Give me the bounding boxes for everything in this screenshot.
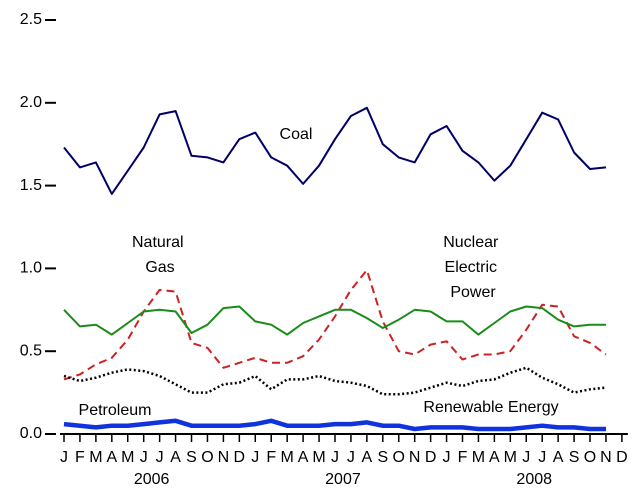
x-tick-label: D — [425, 449, 437, 466]
series-line — [63, 366, 607, 396]
x-tick-label: D — [234, 449, 246, 466]
x-tick-label: S — [377, 449, 388, 466]
series-label: Renewable Energy — [423, 399, 558, 416]
x-tick-label: F — [75, 449, 85, 466]
x-tick-label: O — [584, 449, 596, 466]
x-tick-label: J — [443, 449, 451, 466]
x-tick-label: A — [170, 449, 181, 466]
x-tick-label: M — [472, 449, 485, 466]
y-tick-label: 2.0 — [20, 94, 42, 111]
x-tick-label: J — [347, 449, 355, 466]
x-tick-label: A — [298, 449, 309, 466]
series-line — [63, 269, 607, 381]
x-tick-label: N — [600, 449, 612, 466]
x-tick-label: A — [362, 449, 373, 466]
x-tick-label: A — [106, 449, 117, 466]
x-tick-label: M — [121, 449, 134, 466]
x-tick-label: M — [89, 449, 102, 466]
y-tick-label: 1.0 — [20, 260, 42, 277]
x-tick-label: O — [201, 449, 213, 466]
x-tick-label: F — [458, 449, 468, 466]
x-tick-label: J — [60, 449, 68, 466]
x-tick-label: M — [312, 449, 325, 466]
x-tick-label: J — [251, 449, 259, 466]
x-tick-label: N — [218, 449, 230, 466]
y-tick-label: 2.5 — [20, 11, 42, 28]
series-line — [63, 418, 606, 432]
x-tick-label: M — [504, 449, 517, 466]
x-tick-label: J — [156, 449, 164, 466]
x-tick-label: J — [522, 449, 530, 466]
series-label: Coal — [280, 126, 313, 143]
y-tick-label: 1.5 — [20, 177, 42, 194]
y-tick-label: 0.0 — [20, 425, 42, 442]
year-label: 2006 — [134, 471, 170, 488]
series-label: Natural Gas — [132, 234, 188, 276]
x-tick-label: J — [331, 449, 339, 466]
x-tick-label: F — [266, 449, 276, 466]
x-tick-label: J — [538, 449, 546, 466]
series-label: Petroleum — [79, 402, 152, 419]
x-tick-label: M — [280, 449, 293, 466]
series-line — [63, 305, 606, 336]
x-tick-label: A — [553, 449, 564, 466]
x-tick-label: N — [409, 449, 421, 466]
y-tick-label: 0.5 — [20, 342, 42, 359]
x-tick-label: A — [489, 449, 500, 466]
x-tick-label: S — [186, 449, 197, 466]
x-tick-label: S — [569, 449, 580, 466]
series-line — [63, 106, 607, 195]
x-tick-label: O — [393, 449, 405, 466]
year-label: 2007 — [325, 471, 361, 488]
series-label: Nuclear Electric Power — [443, 234, 503, 301]
x-tick-label: D — [616, 449, 628, 466]
year-label: 2008 — [516, 471, 552, 488]
x-tick-label: J — [140, 449, 148, 466]
